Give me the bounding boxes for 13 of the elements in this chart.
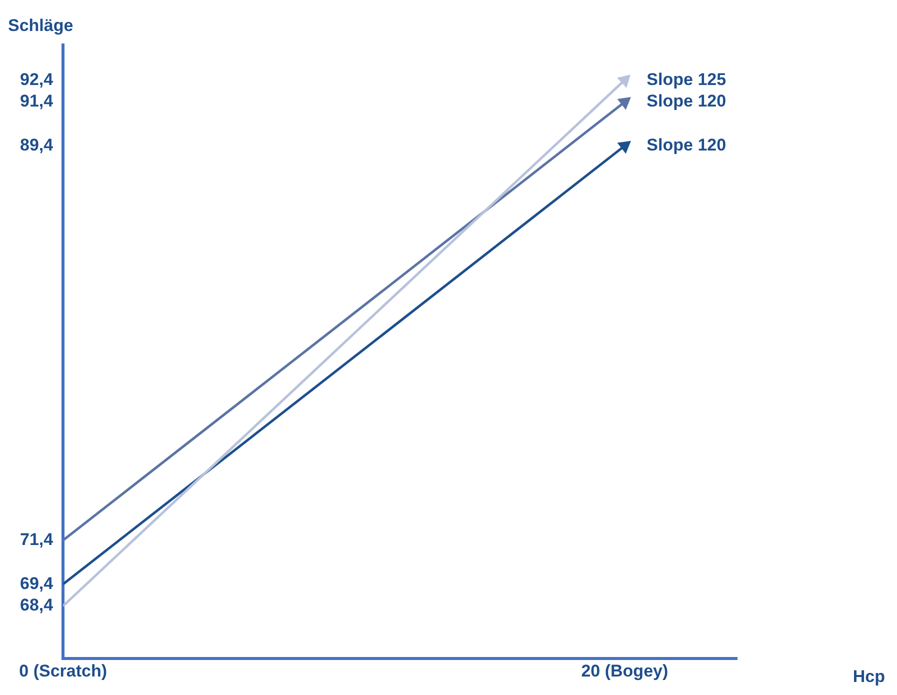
y-tick-label: 68,4 — [20, 596, 54, 615]
series-label: Slope 120 — [646, 135, 726, 154]
y-tick-label: 92,4 — [20, 70, 54, 89]
y-axis-title: Schläge — [8, 16, 74, 36]
y-tick-label: 71,4 — [20, 530, 54, 549]
x-tick-label: 0 (Scratch) — [19, 661, 108, 680]
series-label: Slope 125 — [646, 70, 726, 89]
y-tick-label: 91,4 — [20, 92, 54, 111]
text: Hcp — [852, 666, 885, 686]
series-label: Slope 120 — [646, 92, 726, 111]
x-tick-label: 20 (Bogey) — [581, 661, 668, 680]
y-tick-label: 89,4 — [20, 135, 54, 154]
y-tick-label: 69,4 — [20, 574, 54, 593]
